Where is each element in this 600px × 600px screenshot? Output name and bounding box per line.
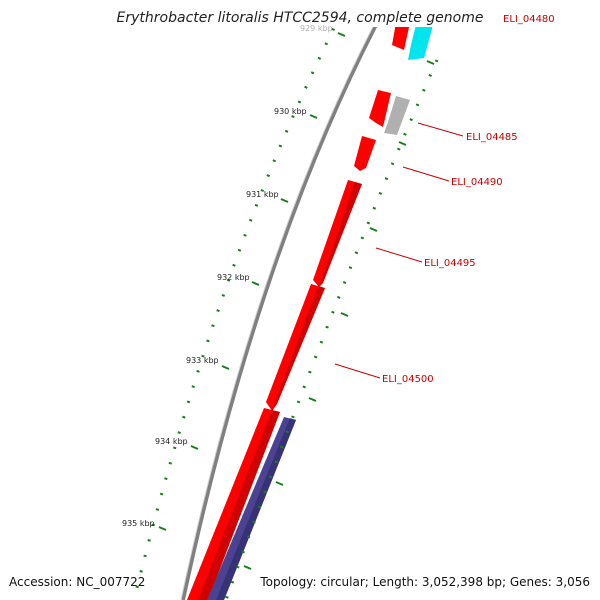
map-title: Erythrobacter litoralis HTCC2594, comple… [117,10,484,26]
tick-label: 934 kbp [155,437,188,446]
outer-major-tick [340,312,349,317]
gene-eli-04480[interactable] [392,0,415,50]
gene-eli-04500-shade [272,286,325,411]
gene-label-eli-04495[interactable]: ELI_04495 [424,258,476,269]
tick-label: 935 kbp [122,519,155,528]
major-tick [337,32,346,37]
outer-major-tick [426,60,435,65]
gene-label-eli-04485[interactable]: ELI_04485 [466,132,518,143]
leader-eli-04485 [417,122,464,137]
gene-label-eli-04480[interactable]: ELI_04480 [503,14,555,25]
tick-label: 929 kbp [300,24,333,33]
accession-text: Accession: NC_007722 [9,575,146,589]
outer-major-tick [398,141,407,146]
leader-eli-04495 [375,247,423,263]
genome-backbone [181,27,378,600]
gene-eli-04485[interactable] [369,90,391,127]
major-tick [221,365,230,370]
label-leaders [334,122,464,379]
genome-backbone-highlight [180,27,374,600]
outer-major-tick [369,227,378,232]
outer-major-tick [275,481,284,486]
tick-label: 930 kbp [274,107,307,116]
outer-major-tick [243,565,252,570]
major-tick [309,114,318,119]
gene-reverse-gray[interactable] [384,96,410,135]
major-tick [158,526,167,531]
major-ticks [158,32,435,570]
tick-label: 932 kbp [217,273,250,282]
scale-ruler [132,27,337,600]
gene-label-eli-04500[interactable]: ELI_04500 [382,374,434,385]
tick-label: 933 kbp [186,356,219,365]
gene-eli-04495-shade [319,182,362,287]
major-tick [251,281,260,286]
outer-ruler [224,59,439,600]
tick-label: 931 kbp [246,190,279,199]
gene-label-eli-04490[interactable]: ELI_04490 [451,177,503,188]
leader-eli-04490 [402,166,450,182]
gene-downstream-shade [198,410,280,600]
major-tick [190,445,199,450]
major-tick [280,198,289,203]
gene-reverse-cyan[interactable] [408,0,440,60]
genome-summary-text: Topology: circular; Length: 3,052,398 bp… [260,575,590,589]
gene-eli-04490[interactable] [354,136,376,171]
leader-eli-04500 [334,363,381,379]
gene-reverse-purple-shade [216,418,296,600]
outer-major-tick [308,397,317,402]
